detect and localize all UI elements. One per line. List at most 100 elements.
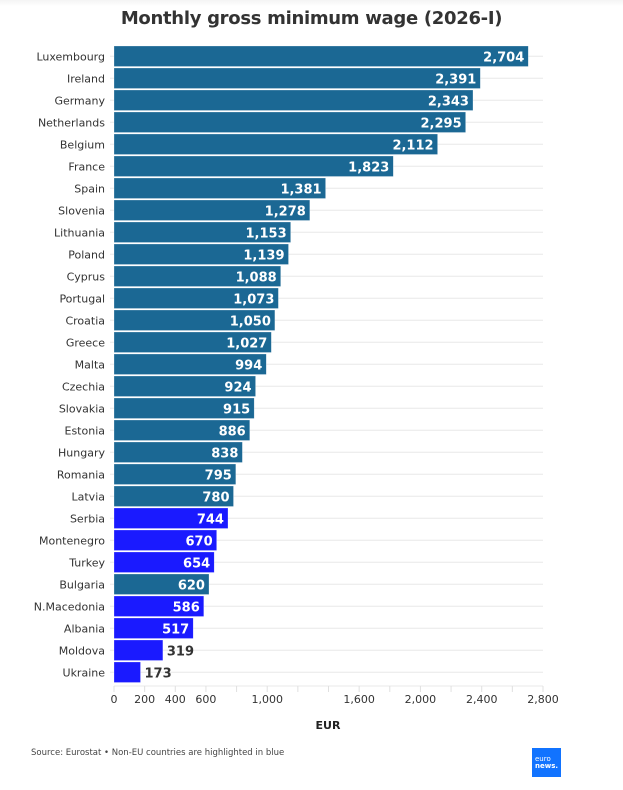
bar-portugal[interactable] — [113, 287, 279, 309]
bar-france[interactable] — [113, 155, 394, 177]
value-label: 886 — [219, 424, 246, 439]
value-label: 319 — [167, 644, 194, 659]
category-label: Latvia — [72, 490, 106, 503]
bar-slovakia[interactable] — [113, 397, 255, 419]
category-label: N.Macedonia — [34, 600, 105, 613]
value-label: 1,823 — [348, 160, 389, 175]
value-label: 2,295 — [421, 116, 462, 131]
x-tick-label: 600 — [195, 693, 216, 706]
value-label: 1,153 — [246, 226, 287, 241]
category-label: Romania — [57, 468, 105, 481]
category-label: Moldova — [59, 644, 105, 657]
category-label: France — [68, 160, 105, 173]
bar-ireland[interactable] — [113, 67, 481, 89]
x-tick-label: 1,600 — [343, 693, 375, 706]
top-shadow — [0, 0, 623, 6]
bar-spain[interactable] — [113, 177, 326, 199]
value-label: 670 — [186, 534, 213, 549]
bar-luxembourg[interactable] — [113, 45, 529, 67]
bar-moldova[interactable] — [113, 639, 164, 661]
bar-hungary[interactable] — [113, 441, 243, 463]
category-label: Malta — [75, 358, 105, 371]
category-label: Montenegro — [39, 534, 105, 547]
bar-poland[interactable] — [113, 243, 289, 265]
bar-belgium[interactable] — [113, 133, 438, 155]
value-label: 780 — [202, 490, 229, 505]
bar-n-macedonia[interactable] — [113, 595, 205, 617]
x-tick-label: 2,400 — [466, 693, 498, 706]
x-tick-label: 1,000 — [251, 693, 283, 706]
value-label: 795 — [205, 468, 232, 483]
category-label: Greece — [66, 336, 105, 349]
category-label: Bulgaria — [59, 578, 105, 591]
value-label: 1,050 — [230, 314, 271, 329]
category-label: Czechia — [62, 380, 105, 393]
value-label: 744 — [197, 512, 224, 527]
bar-estonia[interactable] — [113, 419, 250, 441]
category-label: Netherlands — [38, 116, 105, 129]
value-label: 586 — [173, 600, 200, 615]
chart-title: Monthly gross minimum wage (2026-I) — [120, 8, 503, 29]
x-tick-label: 2,800 — [527, 693, 559, 706]
bar-romania[interactable] — [113, 463, 237, 485]
bar-latvia[interactable] — [113, 485, 234, 507]
bar-netherlands[interactable] — [113, 111, 466, 133]
x-axis-title: EUR — [316, 719, 341, 732]
category-label: Serbia — [70, 512, 105, 525]
bar-malta[interactable] — [113, 353, 267, 375]
bar-cyprus[interactable] — [113, 265, 281, 287]
category-label: Ukraine — [63, 666, 106, 679]
value-label: 1,139 — [243, 248, 284, 263]
bar-chart: Luxembourg Ireland Germany Netherlands Belgi… — [34, 45, 559, 732]
value-label: 2,112 — [392, 138, 433, 153]
value-label: 517 — [162, 622, 189, 637]
category-label: Slovakia — [59, 402, 105, 415]
bar-lithuania[interactable] — [113, 221, 291, 243]
value-label: 2,391 — [435, 72, 476, 87]
bar-turkey[interactable] — [113, 551, 215, 573]
x-tick-label: 0 — [111, 693, 118, 706]
bar-ukraine[interactable] — [113, 661, 141, 683]
category-label: Spain — [74, 182, 105, 195]
x-tick-label: 2,000 — [405, 693, 437, 706]
value-label: 173 — [145, 666, 172, 681]
value-label: 1,027 — [226, 336, 267, 351]
value-label: 1,088 — [236, 270, 277, 285]
source-note: Source: Eurostat • Non-EU countries are … — [31, 748, 285, 758]
value-label: 1,073 — [233, 292, 274, 307]
bar-croatia[interactable] — [113, 309, 276, 331]
category-label: Estonia — [65, 424, 106, 437]
bar-germany[interactable] — [113, 89, 474, 111]
category-label: Turkey — [68, 556, 105, 569]
value-label: 2,343 — [428, 94, 469, 109]
logo-text-news: news. — [535, 761, 559, 770]
bar-albania[interactable] — [113, 617, 194, 639]
category-label: Belgium — [60, 138, 105, 151]
category-label: Cyprus — [67, 270, 106, 283]
category-labels: Luxembourg Ireland Germany Netherlands Belgi… — [34, 50, 106, 679]
category-label: Poland — [68, 248, 105, 261]
bars — [113, 45, 529, 683]
value-label: 1,381 — [280, 182, 321, 197]
bar-greece[interactable] — [113, 331, 272, 353]
value-label: 924 — [224, 380, 251, 395]
bar-montenegro[interactable] — [113, 529, 217, 551]
value-label: 994 — [235, 358, 262, 373]
value-label: 838 — [211, 446, 238, 461]
value-label: 2,704 — [483, 50, 524, 65]
value-label: 654 — [183, 556, 210, 571]
category-label: Hungary — [58, 446, 105, 459]
logo-text-euro: euro — [535, 754, 551, 763]
category-label: Luxembourg — [36, 50, 105, 63]
category-label: Albania — [64, 622, 105, 635]
x-tick-label: 200 — [134, 693, 155, 706]
bar-bulgaria[interactable] — [113, 573, 210, 595]
category-label: Germany — [54, 94, 105, 107]
bar-slovenia[interactable] — [113, 199, 311, 221]
value-label: 915 — [223, 402, 250, 417]
bar-czechia[interactable] — [113, 375, 256, 397]
x-axis: 0 200 400 600 1,000 1,600 2,000 2,400 2,800 — [111, 685, 559, 706]
x-tick-label: 400 — [165, 693, 186, 706]
bar-serbia[interactable] — [113, 507, 229, 529]
